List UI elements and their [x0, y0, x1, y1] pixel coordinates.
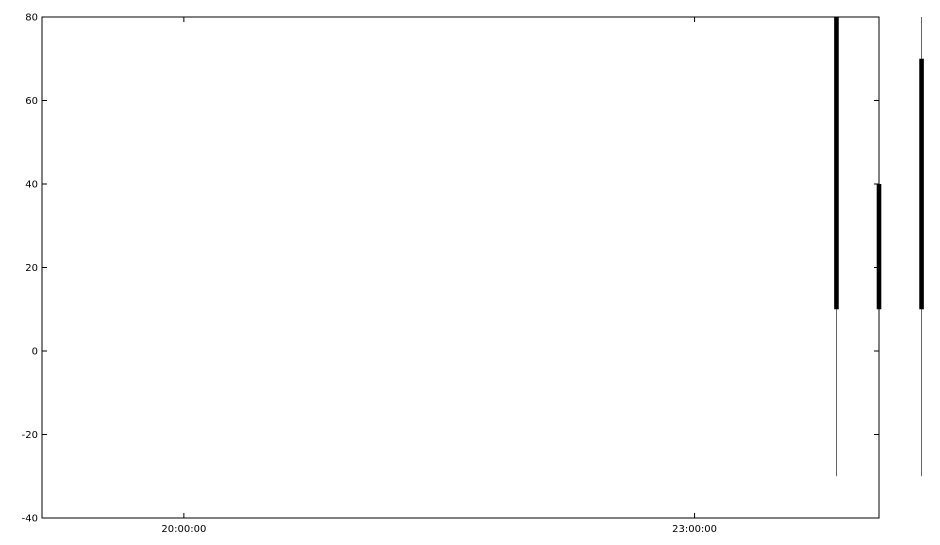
y-tick-label: -20	[22, 430, 38, 441]
y-tick-label: 40	[25, 180, 38, 191]
plot-frame	[41, 16, 880, 519]
x-tick-label: 23:00:00	[672, 524, 717, 535]
y-axis: -40 -20 0 20 40 60 80	[22, 13, 879, 525]
y-tick-label: 20	[25, 263, 38, 274]
candle-up	[834, 17, 839, 310]
wicks-layer	[836, 17, 922, 477]
y-tick-label: -40	[22, 514, 38, 525]
y-tick-label: 60	[25, 96, 38, 107]
y-tick-label: 80	[25, 13, 38, 24]
candle-up	[919, 58, 924, 310]
x-tick-label: 20:00:00	[161, 524, 206, 535]
bodies-layer	[834, 17, 924, 310]
x-axis: 20:00:0023:00:0002:00:0005:00:0008:00:00…	[161, 17, 717, 535]
y-tick-label: 0	[32, 347, 38, 358]
